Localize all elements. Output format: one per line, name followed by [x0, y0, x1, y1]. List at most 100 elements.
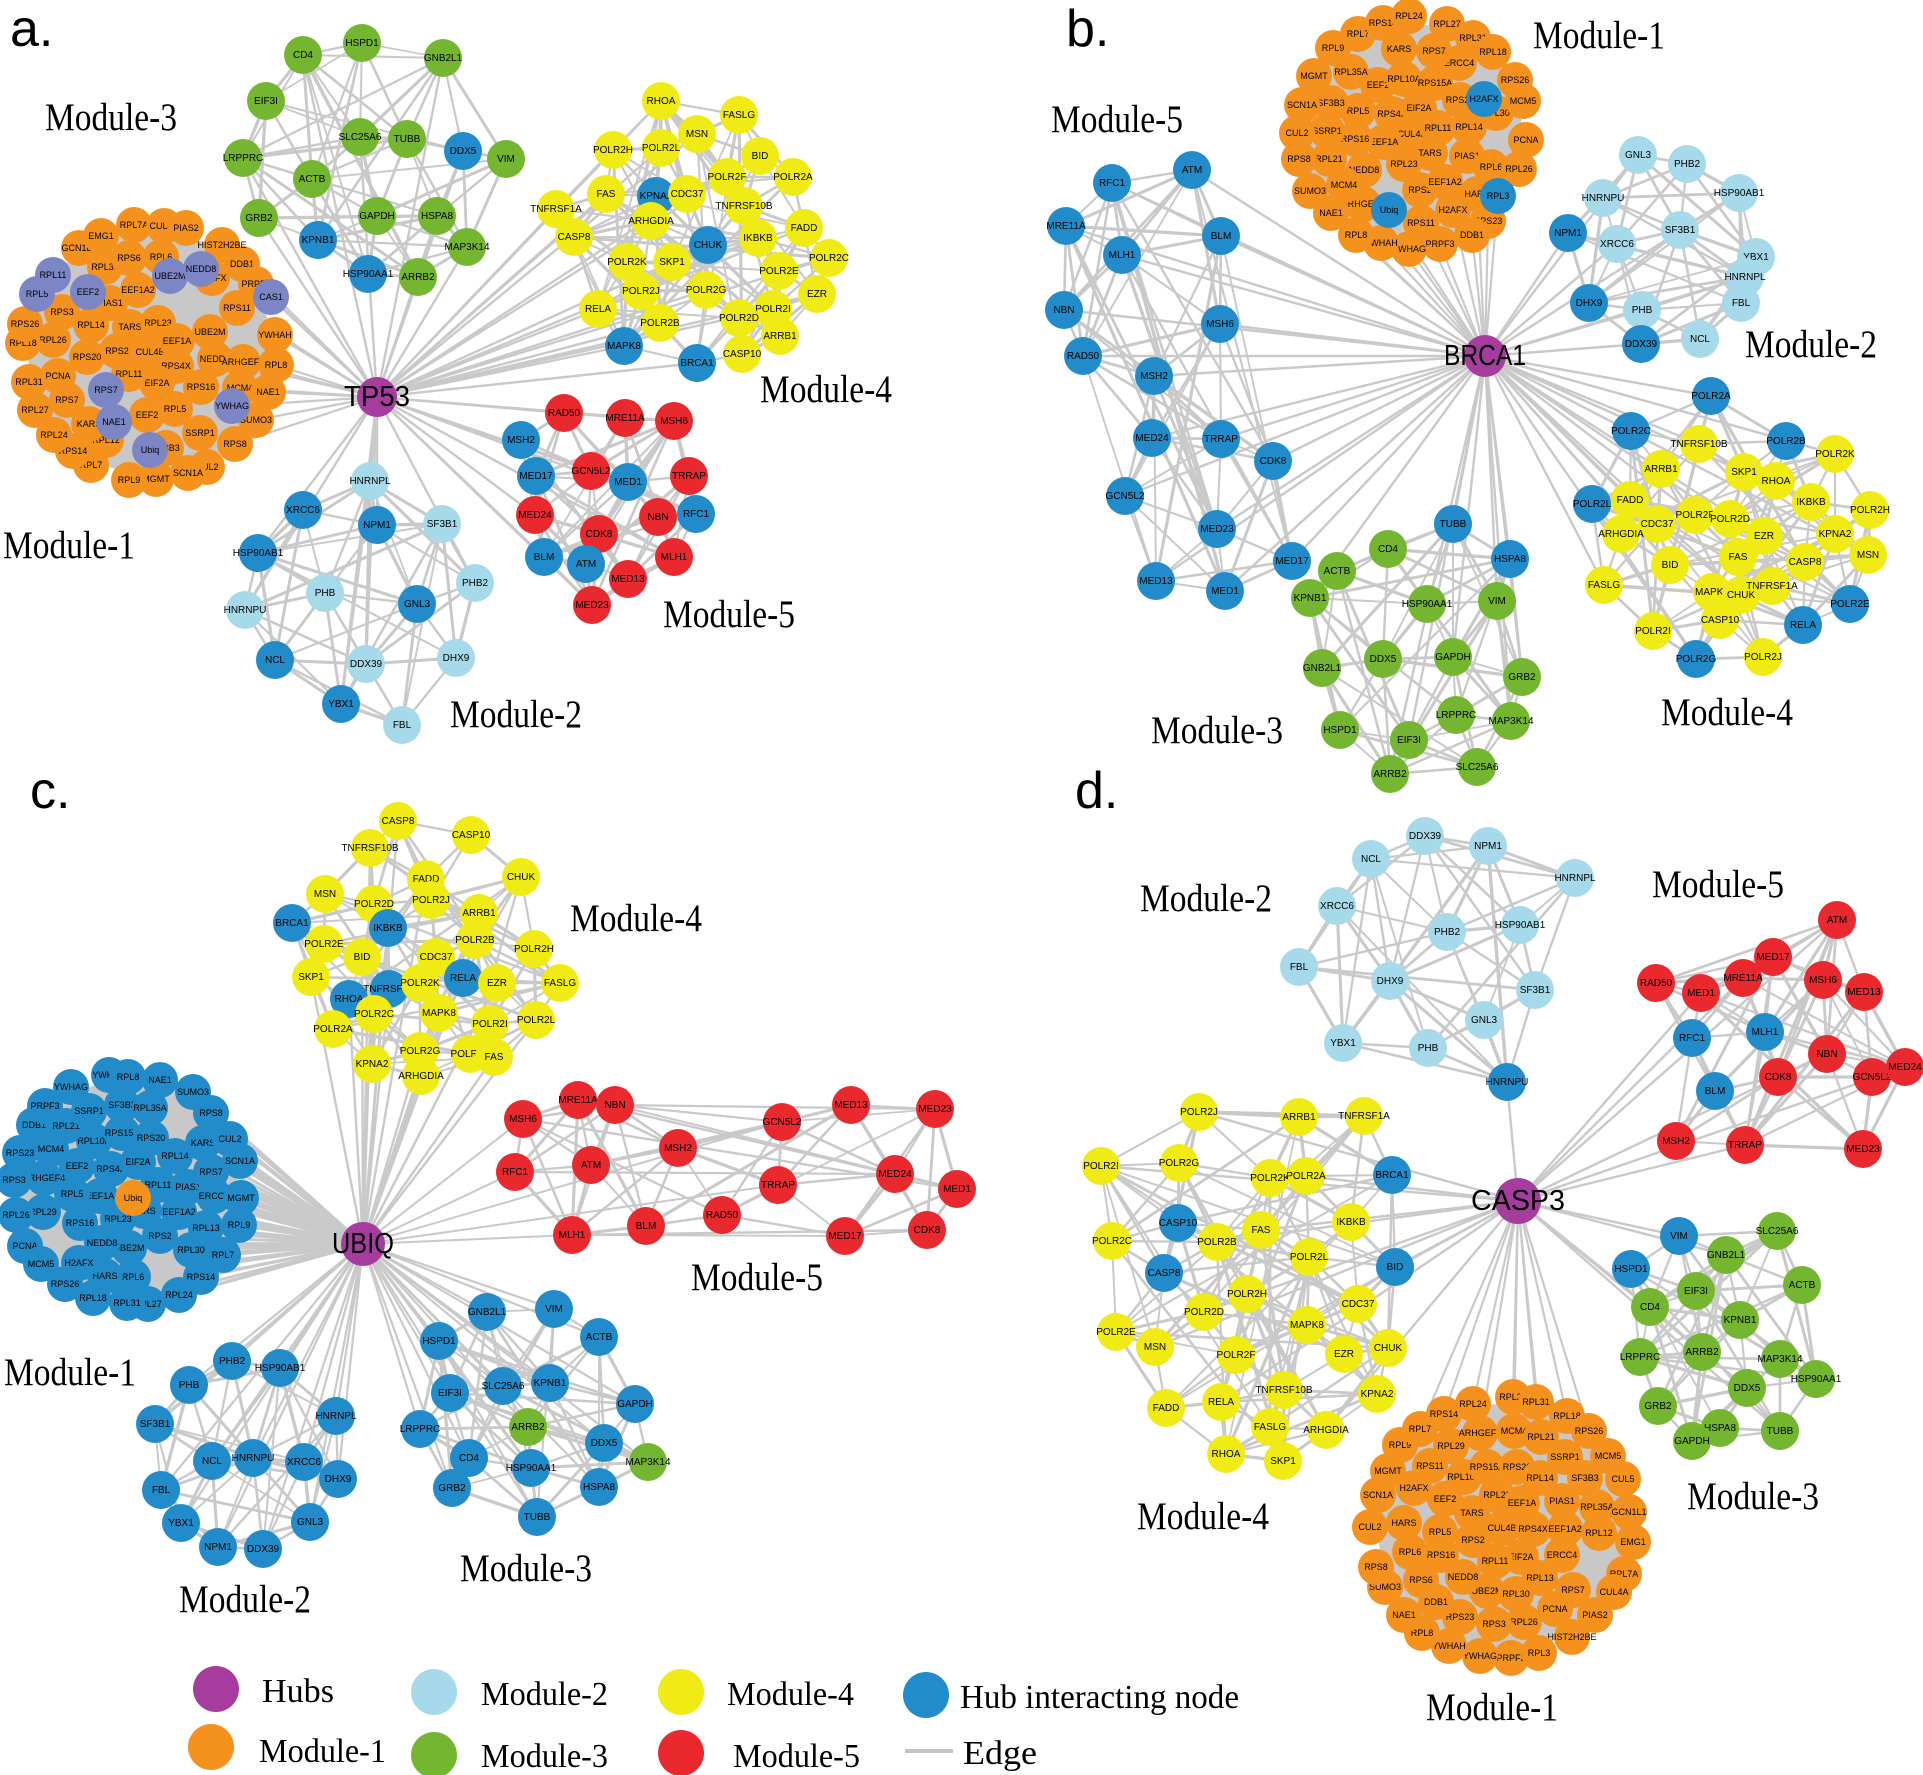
svg-text:HSP90AA1: HSP90AA1	[1402, 599, 1453, 610]
svg-text:GCN5L2: GCN5L2	[1106, 491, 1145, 502]
svg-text:POLR2G: POLR2G	[400, 1046, 441, 1057]
svg-text:DDX39: DDX39	[247, 1544, 280, 1555]
svg-text:RPL7: RPL7	[1409, 1424, 1432, 1434]
svg-text:FASLG: FASLG	[723, 110, 755, 121]
svg-text:Module-3: Module-3	[460, 1547, 592, 1590]
svg-text:HNRNPU: HNRNPU	[1486, 1077, 1529, 1088]
svg-text:EMG1: EMG1	[88, 231, 114, 241]
svg-text:BRCA1: BRCA1	[1444, 340, 1526, 372]
svg-text:H2AFX: H2AFX	[1469, 94, 1498, 104]
svg-text:RPL30: RPL30	[177, 1245, 205, 1255]
svg-text:CASP8: CASP8	[382, 816, 415, 827]
svg-text:POLR2A: POLR2A	[1286, 1171, 1326, 1182]
svg-text:RPS23: RPS23	[1446, 1612, 1475, 1622]
svg-text:MED24: MED24	[878, 1169, 912, 1180]
svg-text:POLR2B: POLR2B	[1197, 1237, 1237, 1248]
svg-text:HSP90AB1: HSP90AB1	[1495, 920, 1546, 931]
svg-text:POLR2F: POLR2F	[451, 1049, 490, 1060]
svg-text:Module-3: Module-3	[1151, 709, 1283, 752]
svg-text:RPS14: RPS14	[187, 1272, 216, 1282]
svg-text:XRCC6: XRCC6	[1600, 239, 1634, 250]
svg-text:MED23: MED23	[1200, 524, 1234, 535]
svg-text:MSH6: MSH6	[660, 416, 688, 427]
svg-text:EIF3I: EIF3I	[1684, 1286, 1708, 1297]
svg-text:POLR2I: POLR2I	[1083, 1161, 1119, 1172]
svg-text:RPL6: RPL6	[122, 1272, 145, 1282]
svg-text:MCM5: MCM5	[28, 1259, 55, 1269]
svg-text:SF3B1: SF3B1	[1520, 985, 1551, 996]
svg-text:RFC1: RFC1	[502, 1167, 529, 1178]
svg-text:BLM: BLM	[1705, 1086, 1726, 1097]
svg-text:ERCC4: ERCC4	[1444, 58, 1475, 68]
svg-text:RPS8: RPS8	[1364, 1562, 1388, 1572]
svg-text:RPL18: RPL18	[79, 1293, 107, 1303]
svg-text:FADD: FADD	[791, 223, 818, 234]
svg-text:HSPA8: HSPA8	[421, 211, 453, 222]
svg-text:POLR2F: POLR2F	[1676, 510, 1715, 521]
svg-text:FBL: FBL	[152, 1485, 171, 1496]
svg-text:RPS8: RPS8	[223, 439, 247, 449]
svg-text:MSH2: MSH2	[1662, 1136, 1690, 1147]
svg-text:TRRAP: TRRAP	[1728, 1140, 1762, 1151]
svg-text:POLR2J: POLR2J	[1744, 652, 1782, 663]
svg-text:POLR2C: POLR2C	[1092, 1236, 1132, 1247]
svg-text:POLR2K: POLR2K	[400, 978, 440, 989]
svg-text:RPL7: RPL7	[1347, 29, 1370, 39]
svg-text:YWHAH: YWHAH	[258, 330, 292, 340]
svg-text:EEF1A2: EEF1A2	[1548, 1524, 1582, 1534]
svg-text:POLR2A: POLR2A	[1691, 391, 1731, 402]
svg-text:RPS16: RPS16	[66, 1218, 95, 1228]
svg-text:RPL26: RPL26	[39, 335, 67, 345]
svg-text:VIM: VIM	[497, 154, 515, 165]
svg-text:EMG1: EMG1	[1620, 1537, 1646, 1547]
svg-text:RHOA: RHOA	[1762, 476, 1791, 487]
svg-text:RPL26: RPL26	[2, 1210, 30, 1220]
svg-text:HSP90AA1: HSP90AA1	[343, 269, 394, 280]
svg-text:YWHAH: YWHAH	[92, 1070, 126, 1080]
svg-text:ERCC4: ERCC4	[199, 1191, 230, 1201]
svg-text:MED17: MED17	[1756, 952, 1790, 963]
svg-text:BRCA1: BRCA1	[1375, 1170, 1409, 1181]
svg-text:NBN: NBN	[604, 1100, 625, 1111]
svg-text:NEDD8: NEDD8	[1448, 1572, 1479, 1582]
svg-text:FBL: FBL	[1290, 962, 1309, 973]
svg-text:ARRB2: ARRB2	[401, 272, 435, 283]
svg-text:MCM5: MCM5	[1510, 96, 1537, 106]
svg-text:RPL27: RPL27	[134, 1299, 162, 1309]
svg-text:RPS11: RPS11	[223, 303, 251, 313]
svg-text:CHUK: CHUK	[1374, 1343, 1403, 1354]
svg-text:TUBB: TUBB	[1767, 1426, 1794, 1437]
svg-text:FADD: FADD	[1617, 495, 1644, 506]
svg-text:MED23: MED23	[1846, 1144, 1880, 1155]
svg-text:MSN: MSN	[314, 889, 336, 900]
svg-text:NCL: NCL	[265, 655, 285, 666]
svg-text:GCN5L2: GCN5L2	[763, 1117, 802, 1128]
svg-text:POLR2K: POLR2K	[1250, 1173, 1290, 1184]
svg-text:RPS20: RPS20	[1446, 95, 1475, 105]
svg-text:SF3B3: SF3B3	[1317, 98, 1345, 108]
svg-text:MSN: MSN	[1857, 550, 1879, 561]
svg-text:IKBKB: IKBKB	[1796, 497, 1826, 508]
svg-text:MED1: MED1	[1687, 988, 1715, 999]
svg-text:EEF2: EEF2	[136, 410, 159, 420]
svg-text:MLH1: MLH1	[559, 1230, 586, 1241]
svg-text:RELA: RELA	[450, 973, 476, 984]
svg-text:ATM: ATM	[1182, 165, 1202, 176]
svg-text:PCNA: PCNA	[1542, 1604, 1567, 1614]
svg-text:Module-2: Module-2	[481, 1676, 608, 1713]
svg-text:Hub interacting node: Hub interacting node	[960, 1679, 1239, 1716]
svg-text:RPL13: RPL13	[192, 1223, 220, 1233]
svg-text:MED23: MED23	[575, 600, 609, 611]
svg-text:PHB2: PHB2	[219, 1356, 246, 1367]
svg-text:RPL11: RPL11	[40, 270, 67, 280]
svg-text:b.: b.	[1066, 0, 1109, 58]
svg-text:RPL7A: RPL7A	[1610, 1569, 1639, 1579]
svg-text:SF3B3: SF3B3	[1571, 1473, 1599, 1483]
svg-text:ARHGEF4: ARHGEF4	[1459, 1428, 1502, 1438]
svg-text:RAD50: RAD50	[1067, 351, 1100, 362]
svg-text:RPL23: RPL23	[1390, 159, 1418, 169]
svg-text:POLR2H: POLR2H	[514, 944, 554, 955]
svg-text:RPS20: RPS20	[1503, 1462, 1532, 1472]
svg-text:MSH2: MSH2	[507, 435, 535, 446]
svg-text:Hubs: Hubs	[262, 1673, 334, 1710]
